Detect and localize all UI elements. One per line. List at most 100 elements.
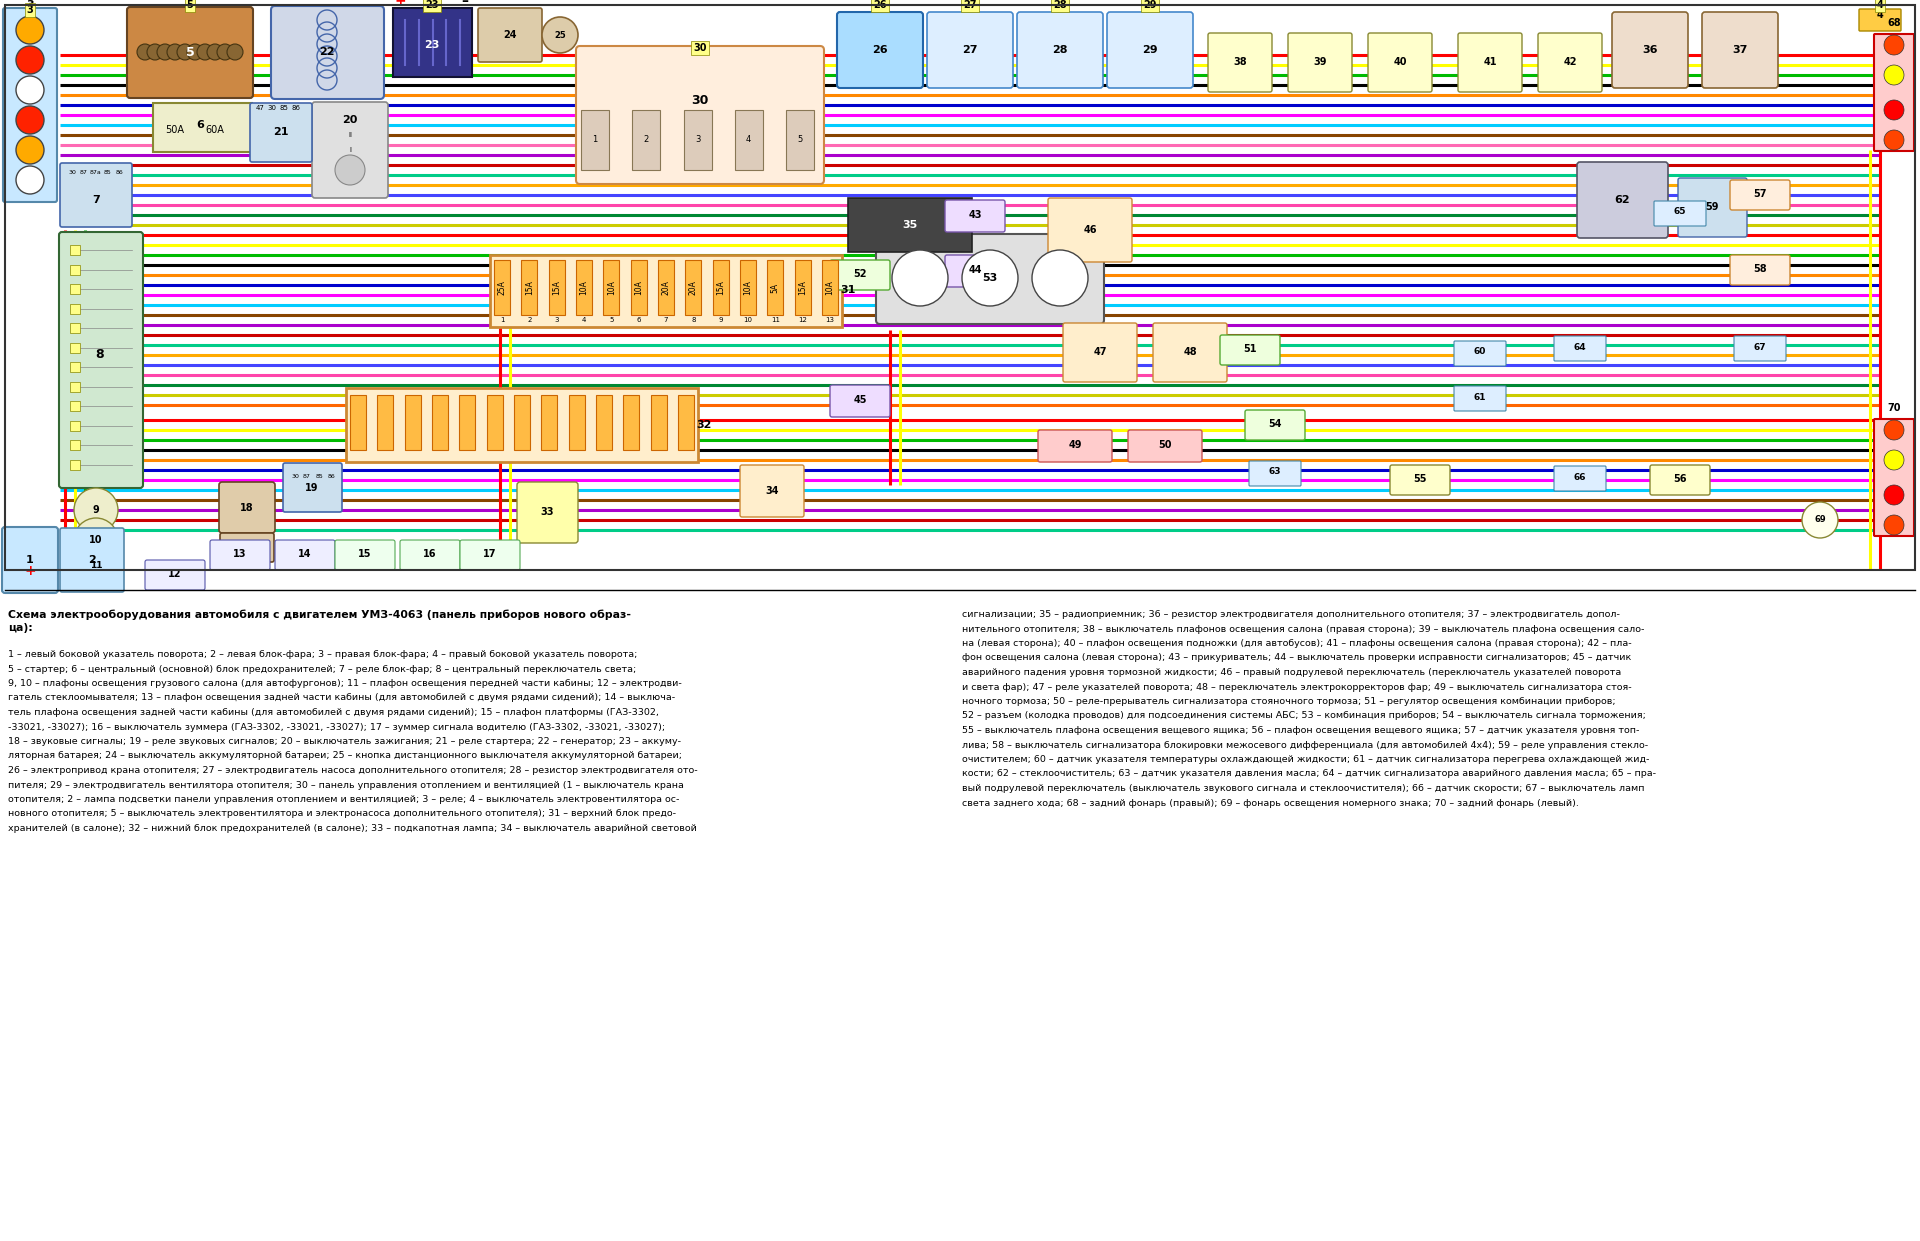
Text: 67: 67 xyxy=(1753,343,1766,351)
Bar xyxy=(69,460,81,470)
Bar xyxy=(549,261,564,315)
Circle shape xyxy=(1884,450,1905,470)
Circle shape xyxy=(75,488,117,532)
Bar xyxy=(685,261,701,315)
Text: 32: 32 xyxy=(695,419,712,429)
FancyBboxPatch shape xyxy=(1288,34,1352,92)
FancyBboxPatch shape xyxy=(927,12,1014,88)
Text: 64: 64 xyxy=(1574,343,1586,351)
Text: 22: 22 xyxy=(319,47,334,57)
Text: 5: 5 xyxy=(186,0,194,10)
FancyBboxPatch shape xyxy=(1649,465,1711,495)
Text: 3: 3 xyxy=(27,5,33,15)
Text: 55 – выключатель плафона освещения вещевого ящика; 56 – плафон освещения вещевог: 55 – выключатель плафона освещения вещев… xyxy=(962,726,1640,735)
Text: 51: 51 xyxy=(1244,344,1258,354)
Text: 5: 5 xyxy=(797,135,803,144)
Text: 31: 31 xyxy=(841,285,856,295)
Text: 6: 6 xyxy=(196,120,204,130)
Bar xyxy=(684,110,712,170)
Text: II: II xyxy=(348,132,351,138)
Text: 13: 13 xyxy=(826,316,835,323)
Circle shape xyxy=(198,43,213,60)
Text: 42: 42 xyxy=(1563,57,1576,67)
Circle shape xyxy=(15,76,44,104)
FancyBboxPatch shape xyxy=(60,163,132,227)
FancyBboxPatch shape xyxy=(394,7,472,77)
Circle shape xyxy=(207,43,223,60)
Text: 2: 2 xyxy=(528,316,532,323)
Bar xyxy=(712,261,730,315)
Bar xyxy=(69,441,81,450)
Text: 53: 53 xyxy=(983,273,998,283)
Circle shape xyxy=(15,166,44,194)
Text: 7: 7 xyxy=(664,316,668,323)
Text: –: – xyxy=(461,0,468,7)
Text: 41: 41 xyxy=(1484,57,1498,67)
Text: 52 – разъем (колодка проводов) для подсоединения системы АБС; 53 – комбинация пр: 52 – разъем (колодка проводов) для подсо… xyxy=(962,711,1645,721)
Text: 60A: 60A xyxy=(205,125,225,135)
FancyBboxPatch shape xyxy=(60,232,142,488)
FancyBboxPatch shape xyxy=(478,7,541,62)
Bar xyxy=(785,110,814,170)
Text: 19: 19 xyxy=(305,483,319,493)
Bar xyxy=(69,304,81,314)
Text: 1: 1 xyxy=(499,316,505,323)
FancyBboxPatch shape xyxy=(311,102,388,199)
Circle shape xyxy=(541,17,578,53)
Text: аварийного падения уровня тормозной жидкости; 46 – правый подрулевой переключате: аварийного падения уровня тормозной жидк… xyxy=(962,668,1620,678)
FancyBboxPatch shape xyxy=(829,385,891,417)
Text: 10: 10 xyxy=(88,535,104,545)
Bar xyxy=(651,395,666,450)
Text: 45: 45 xyxy=(852,395,866,405)
Text: 12: 12 xyxy=(169,570,182,580)
Circle shape xyxy=(157,43,173,60)
Text: 11: 11 xyxy=(90,561,102,570)
Bar xyxy=(378,395,394,450)
Circle shape xyxy=(167,43,182,60)
Text: OK: OK xyxy=(346,163,355,168)
Bar xyxy=(595,395,612,450)
Text: 1 – левый боковой указатель поворота; 2 – левая блок-фара; 3 – правая блок-фара;: 1 – левый боковой указатель поворота; 2 … xyxy=(8,650,637,659)
Text: 70: 70 xyxy=(1887,403,1901,413)
Circle shape xyxy=(1033,249,1089,307)
Text: 26 – электропривод крана отопителя; 27 – электродвигатель насоса дополнительного: 26 – электропривод крана отопителя; 27 –… xyxy=(8,766,697,774)
FancyBboxPatch shape xyxy=(1734,336,1786,361)
Text: 25A: 25A xyxy=(497,280,507,295)
Bar xyxy=(582,110,609,170)
Bar xyxy=(522,261,538,315)
Text: 9: 9 xyxy=(718,316,724,323)
Text: 5A: 5A xyxy=(770,283,780,293)
FancyBboxPatch shape xyxy=(271,6,384,99)
Circle shape xyxy=(962,249,1018,307)
Text: 60: 60 xyxy=(1475,347,1486,356)
Circle shape xyxy=(227,43,244,60)
Text: 59: 59 xyxy=(1705,202,1718,212)
Bar xyxy=(69,264,81,274)
Bar xyxy=(624,395,639,450)
Circle shape xyxy=(15,16,44,43)
FancyBboxPatch shape xyxy=(1244,410,1306,441)
Text: I: I xyxy=(349,146,351,153)
Text: 57: 57 xyxy=(1753,189,1766,199)
Text: ночного тормоза; 50 – реле-прерыватель сигнализатора стояночного тормоза; 51 – р: ночного тормоза; 50 – реле-прерыватель с… xyxy=(962,697,1615,706)
Text: 33: 33 xyxy=(540,508,553,517)
Circle shape xyxy=(1803,503,1837,539)
Bar xyxy=(405,395,420,450)
Circle shape xyxy=(136,43,154,60)
Circle shape xyxy=(1884,419,1905,441)
Text: 1: 1 xyxy=(593,135,597,144)
FancyBboxPatch shape xyxy=(1457,34,1523,92)
Bar xyxy=(768,261,783,315)
Circle shape xyxy=(1884,485,1905,505)
Text: 46: 46 xyxy=(1083,225,1096,235)
Text: 3: 3 xyxy=(695,135,701,144)
Text: 85: 85 xyxy=(315,474,323,479)
Text: 69: 69 xyxy=(1814,515,1826,525)
Text: новного отопителя; 5 – выключатель электровентилятора и электронасоса дополнител: новного отопителя; 5 – выключатель элект… xyxy=(8,809,676,819)
Text: и света фар); 47 – реле указателей поворота; 48 – переключатель электрокорректор: и света фар); 47 – реле указателей повор… xyxy=(962,683,1632,691)
Text: 24: 24 xyxy=(503,30,516,40)
Text: 29: 29 xyxy=(1142,0,1156,10)
Text: 10: 10 xyxy=(743,316,753,323)
Circle shape xyxy=(15,46,44,74)
Text: 28: 28 xyxy=(1052,45,1068,55)
